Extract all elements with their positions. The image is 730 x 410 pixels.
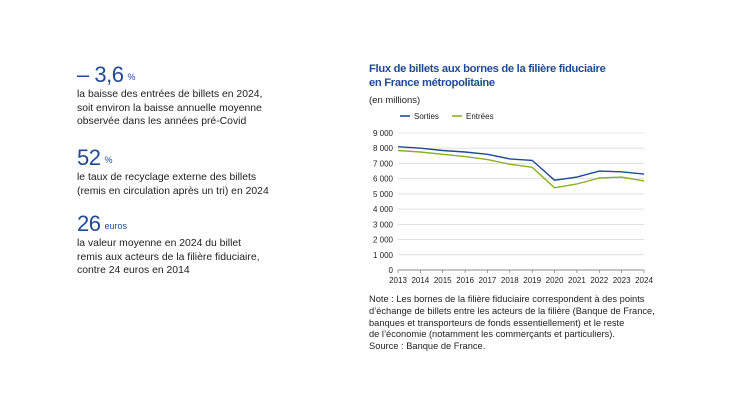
x-tick-label: 2021 [568,276,586,285]
note-line: de l’économie (notamment les commerçants… [369,329,615,340]
x-tick-label: 2022 [590,276,608,285]
legend-label: Entrées [466,112,494,121]
chart-title-line-2: en France métropolitaine [369,77,495,89]
kpi-recycling-rate: 52% le taux de recyclage externe des bil… [77,145,269,198]
kpi-unit: euros [104,221,127,231]
kpi-text: la baisse des entrées de billets en 2024… [77,89,263,128]
kpi-entries-decline: – 3,6% la baisse des entrées de billets … [77,62,262,129]
kpi-text: le taux de recyclage externe des billets… [77,172,269,197]
y-tick-label: 3 000 [373,220,394,229]
chart-series [397,146,645,189]
y-tick-label: 9 000 [373,129,394,138]
chart-legend: Sorties Entrées [400,112,494,121]
kpi-unit: % [127,72,136,82]
note-line: Note : Les bornes de la filière fiduciai… [369,294,645,304]
chart-unit-label: (en millions) [369,95,421,106]
kpi-value: – 3,6 [77,62,124,87]
kpi-value: 26 [77,211,101,236]
note-line: d’échange de billets entre les acteurs d… [369,305,655,316]
x-axis-ticks: 2013 2014 2015 2016 2017 2018 2019 2020 2021 2022… [389,270,653,285]
y-tick-label: 1 000 [373,251,394,260]
series-line-entrees [397,149,645,189]
x-tick-label: 2013 [389,276,407,285]
y-axis-ticks: 0 1 000 2 000 3 000 4 000 5 000 6 000 7 000 8 00… [373,129,394,275]
chart-note: Note : Les bornes de la filière fiduciai… [369,294,669,353]
x-tick-label: 2015 [434,276,452,285]
x-tick-label: 2023 [613,276,631,285]
y-tick-label: 8 000 [373,144,394,153]
x-tick-label: 2019 [523,276,541,285]
kpi-value: 52 [77,145,101,170]
kpi-average-banknote-value: 26 euros la valeur moyenne en 2024 du bil… [77,211,260,278]
y-tick-label: 6 000 [373,175,394,184]
chart-title-line-1: Flux de billets aux bornes de la filière… [369,63,606,75]
y-tick-label: 2 000 [373,236,394,245]
x-tick-label: 2017 [479,276,497,285]
kpi-unit: % [104,155,113,165]
series-line-sorties [397,146,645,181]
note-line: banques et transporteurs de fonds essent… [369,317,625,328]
line-chart: 0 1 000 2 000 3 000 4 000 5 000 6 000 7 000 8 00… [373,112,653,285]
y-tick-label: 7 000 [373,159,394,168]
x-tick-label: 2020 [546,276,564,285]
y-tick-label: 0 [389,266,394,275]
y-tick-label: 5 000 [373,190,394,199]
chart-title: Flux de billets aux bornes de la filière… [369,62,629,90]
legend-label: Sorties [414,112,439,121]
x-tick-label: 2016 [456,276,474,285]
chart-grid [398,132,644,271]
x-tick-label: 2018 [501,276,519,285]
note-source: Source : Banque de France. [369,341,486,352]
kpi-text: la valeur moyenne en 2024 du billet remi… [77,238,260,277]
x-tick-label: 2024 [635,276,653,285]
y-tick-label: 4 000 [373,205,394,214]
x-tick-label: 2014 [411,276,429,285]
